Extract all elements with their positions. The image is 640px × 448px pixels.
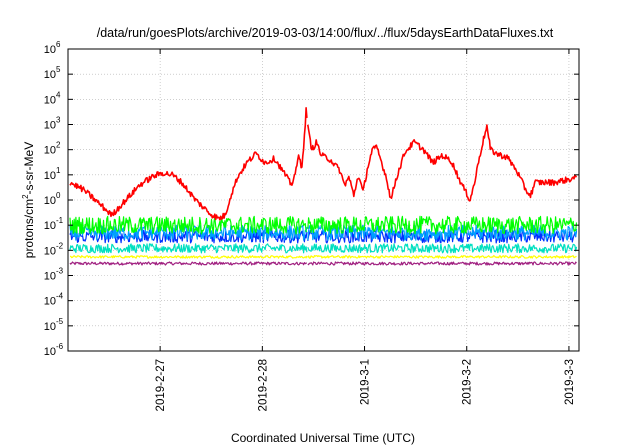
series-line xyxy=(69,261,307,266)
x-tick-label: 2019-2-27 xyxy=(155,359,167,411)
y-tick-exponent: 6 xyxy=(56,40,61,49)
series-line xyxy=(69,243,308,254)
chart-title: /data/run/goesPlots/archive/2019-03-03/1… xyxy=(97,26,554,40)
y-tick-label: 10 xyxy=(44,245,56,257)
y-tick-exponent: -1 xyxy=(56,216,64,225)
series-line xyxy=(307,243,578,254)
y-tick-label: 10 xyxy=(44,271,56,283)
series-line xyxy=(70,255,308,259)
y-tick-exponent: 4 xyxy=(56,90,61,99)
y-tick-exponent: -2 xyxy=(56,241,64,250)
y-tick-exponent: -6 xyxy=(56,342,64,351)
x-axis-ticks: 2019-2-27 2019-2-28 2019-3-1 2019-3-2 2019-3… xyxy=(155,49,576,411)
series-line xyxy=(307,229,578,244)
y-tick-exponent: 3 xyxy=(56,116,61,125)
series-line xyxy=(307,124,578,202)
x-tick-label: 2019-3-2 xyxy=(462,359,474,405)
y-tick-exponent: -4 xyxy=(56,292,64,301)
y-tick-label: 10 xyxy=(44,44,56,56)
y-tick-label: 10 xyxy=(44,296,56,308)
grid-lines xyxy=(68,49,579,351)
y-tick-label: 10 xyxy=(44,321,56,333)
y-tick-exponent: -5 xyxy=(56,317,64,326)
y-tick-label: 10 xyxy=(44,94,56,106)
y-tick-exponent: 1 xyxy=(56,166,61,175)
y-tick-label: 10 xyxy=(44,120,56,132)
series-line xyxy=(69,107,308,221)
y-axis-label: protons/cm2-s-sr-MeV xyxy=(21,142,36,258)
data-series xyxy=(69,107,578,266)
y-tick-label: 10 xyxy=(44,220,56,232)
y-tick-exponent: 0 xyxy=(56,191,61,200)
y-tick-label: 10 xyxy=(44,346,56,358)
series-line xyxy=(307,255,577,259)
y-tick-label: 10 xyxy=(44,195,56,207)
y-tick-label: 10 xyxy=(44,145,56,157)
y-tick-exponent: -3 xyxy=(56,267,64,276)
y-axis-ticks: 10 -610 -510 -410 -310 -210 -110 010 110 210 310 41… xyxy=(44,40,579,358)
y-tick-exponent: 2 xyxy=(56,141,61,150)
series-line xyxy=(69,215,308,235)
x-tick-label: 2019-3-3 xyxy=(564,359,576,405)
x-tick-label: 2019-2-28 xyxy=(257,359,269,411)
y-tick-label: 10 xyxy=(44,170,56,182)
series-line xyxy=(307,261,577,266)
y-tick-exponent: 5 xyxy=(56,65,61,74)
series-line xyxy=(307,215,578,235)
y-tick-label: 10 xyxy=(44,69,56,81)
x-axis-label: Coordinated Universal Time (UTC) xyxy=(231,431,415,445)
x-tick-label: 2019-3-1 xyxy=(360,359,372,405)
